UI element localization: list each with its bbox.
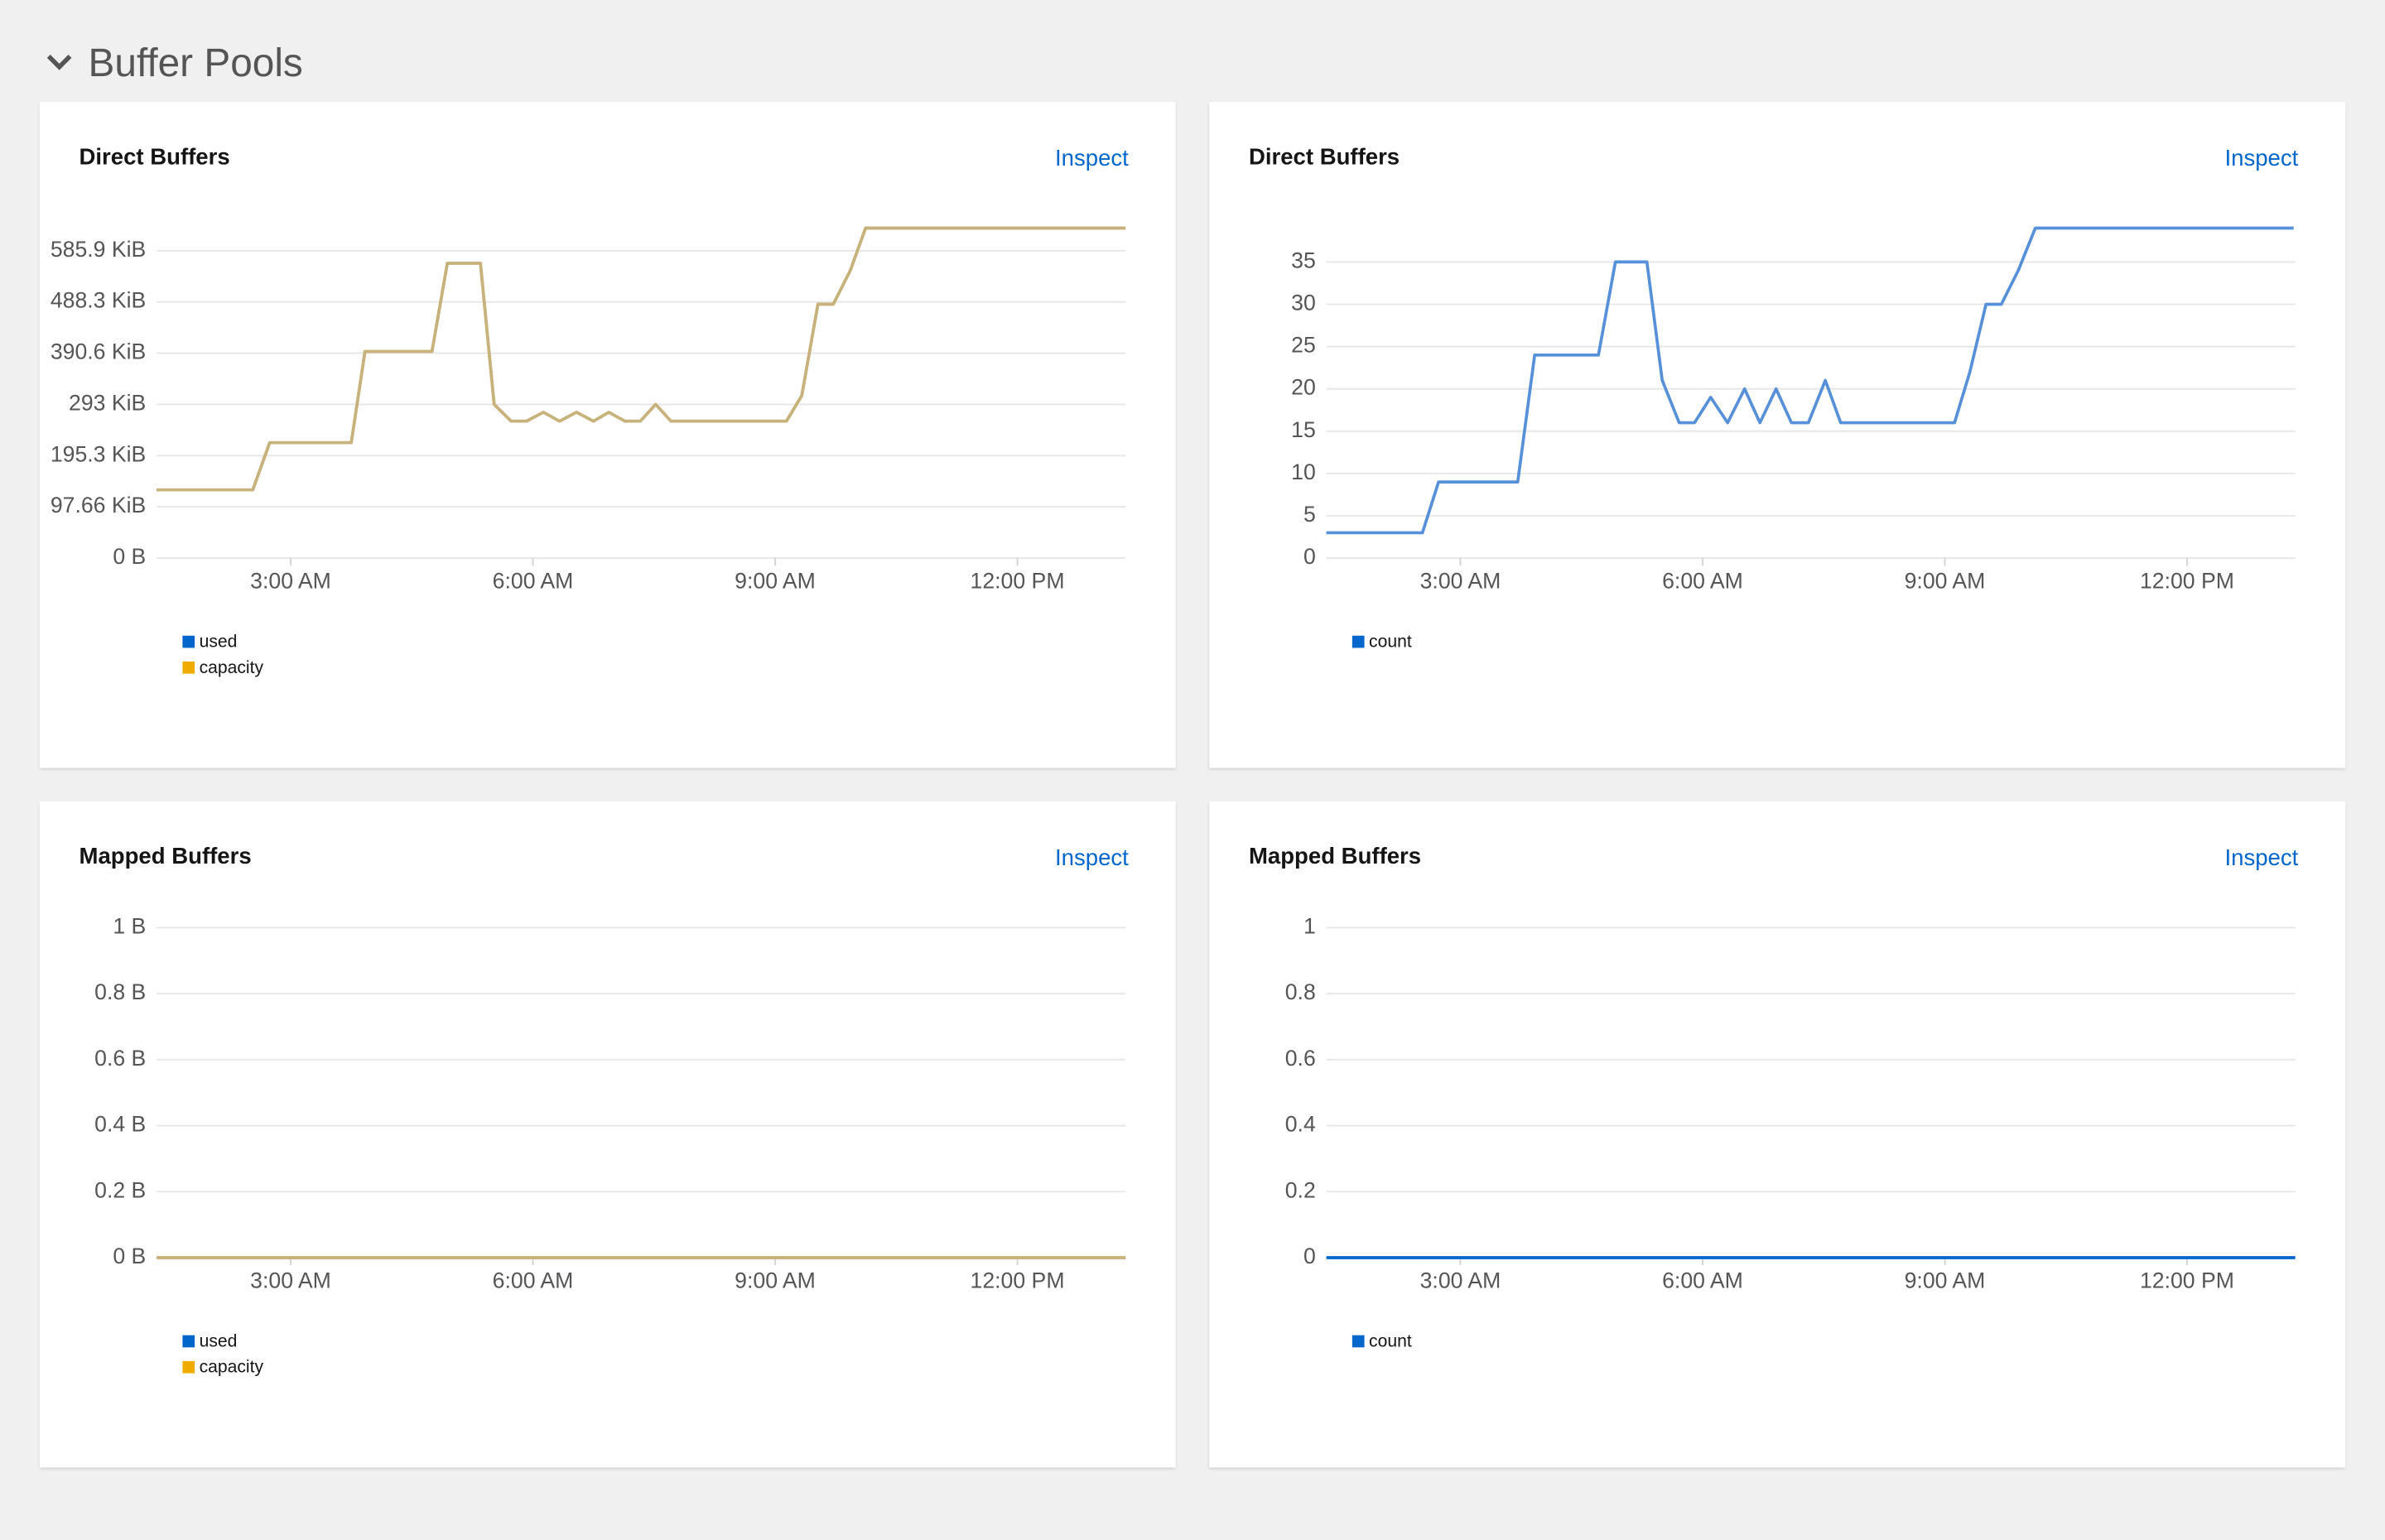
series-line (157, 226, 1126, 492)
x-tick-label: 3:00 AM (1420, 569, 1501, 594)
inspect-link[interactable]: Inspect (1055, 845, 1129, 870)
y-tick-label: 390.6 KiB (51, 339, 146, 364)
y-tick-label: 5 (1303, 502, 1316, 527)
legend-label: count (1369, 633, 1412, 652)
legend-swatch (182, 661, 195, 674)
panel-title: Direct Buffers (1249, 143, 1400, 169)
y-tick-label: 488.3 KiB (51, 288, 146, 313)
x-tick-label: 9:00 AM (735, 1268, 816, 1292)
panel: Mapped Buffers Inspect 0 0.2 0.4 0.6 0.8 1 3:00 … (1209, 801, 2346, 1468)
panel-title: Mapped Buffers (1249, 843, 1421, 869)
panel-chart: Mapped Buffers Inspect 0 0.2 0.4 0.6 0.8 1 3:00 … (1249, 843, 2299, 1350)
y-tick-label: 0.2 (1285, 1177, 1316, 1202)
y-tick-label: 97.66 KiB (51, 493, 146, 517)
y-tick-label: 0 B (113, 1244, 146, 1268)
panel-chart: Direct Buffers Inspect 0 B 97.66 KiB 195.3 K… (51, 143, 1129, 677)
y-tick-label: 0.8 B (94, 979, 146, 1004)
section-header[interactable]: Buffer Pools (46, 36, 303, 88)
inspect-link[interactable]: Inspect (1055, 145, 1129, 171)
panel-chart: Direct Buffers Inspect 0 5 10 15 20 25 30 35 3:00 … (1249, 143, 2299, 652)
y-tick-label: 293 KiB (69, 390, 146, 415)
y-tick-label: 0 (1303, 544, 1316, 569)
y-tick-label: 1 (1303, 913, 1316, 938)
legend-label: count (1369, 1331, 1412, 1350)
x-tick-label: 9:00 AM (735, 569, 816, 594)
y-tick-label: 0.4 B (94, 1112, 146, 1137)
legend-label: capacity (200, 658, 264, 677)
y-tick-label: 15 (1291, 417, 1316, 442)
chevron-icon[interactable] (46, 49, 73, 76)
legend-label: used (200, 633, 238, 652)
y-tick-label: 0 (1303, 1244, 1316, 1268)
y-tick-label: 0.4 (1285, 1112, 1316, 1137)
y-tick-label: 0.8 (1285, 979, 1316, 1004)
x-tick-label: 6:00 AM (1662, 569, 1743, 594)
panel: Direct Buffers Inspect 0 5 10 15 20 25 30 35 3:00 … (1209, 102, 2346, 768)
x-tick-label: 12:00 PM (2140, 1268, 2234, 1292)
y-tick-label: 10 (1291, 460, 1316, 484)
legend-swatch (182, 1335, 195, 1348)
y-tick-label: 0.2 B (94, 1177, 146, 1202)
x-tick-label: 9:00 AM (1905, 1268, 1986, 1292)
panel-title: Mapped Buffers (80, 843, 252, 869)
y-tick-label: 195.3 KiB (51, 441, 146, 466)
legend-swatch (1352, 635, 1365, 648)
x-tick-label: 6:00 AM (1662, 1268, 1743, 1292)
y-tick-label: 585.9 KiB (51, 237, 146, 262)
x-tick-label: 3:00 AM (1420, 1268, 1501, 1292)
legend-swatch (182, 1360, 195, 1374)
x-tick-label: 3:00 AM (250, 1268, 331, 1292)
panel-chart: Mapped Buffers Inspect 0 B 0.2 B 0.4 B 0.6 B 0… (80, 843, 1130, 1377)
x-tick-label: 9:00 AM (1905, 569, 1986, 594)
inspect-link[interactable]: Inspect (2224, 845, 2298, 870)
x-tick-label: 6:00 AM (493, 569, 574, 594)
y-tick-label: 20 (1291, 375, 1316, 400)
panel: Direct Buffers Inspect 0 B 97.66 KiB 195.3 K… (39, 102, 1176, 768)
legend-swatch (182, 635, 195, 648)
legend-label: used (200, 1331, 238, 1350)
y-tick-label: 1 B (113, 913, 146, 938)
inspect-link[interactable]: Inspect (2224, 145, 2298, 171)
x-tick-label: 12:00 PM (2140, 569, 2234, 594)
x-tick-label: 12:00 PM (971, 1268, 1065, 1292)
x-tick-label: 12:00 PM (971, 569, 1065, 594)
x-tick-label: 3:00 AM (250, 569, 331, 594)
y-tick-label: 0.6 (1285, 1046, 1316, 1071)
legend-swatch (1352, 1335, 1365, 1348)
y-tick-label: 25 (1291, 333, 1316, 358)
panel: Mapped Buffers Inspect 0 B 0.2 B 0.4 B 0.6 B 0… (39, 801, 1176, 1468)
series-line (1326, 226, 2294, 535)
y-tick-label: 30 (1291, 291, 1316, 315)
y-tick-label: 35 (1291, 248, 1316, 272)
y-tick-label: 0.6 B (94, 1046, 146, 1071)
x-tick-label: 6:00 AM (493, 1268, 574, 1292)
legend-label: capacity (200, 1358, 264, 1377)
panel-title: Direct Buffers (80, 143, 230, 169)
y-tick-label: 0 B (113, 544, 146, 569)
series-line (157, 226, 1126, 492)
section-title: Buffer Pools (88, 38, 303, 84)
